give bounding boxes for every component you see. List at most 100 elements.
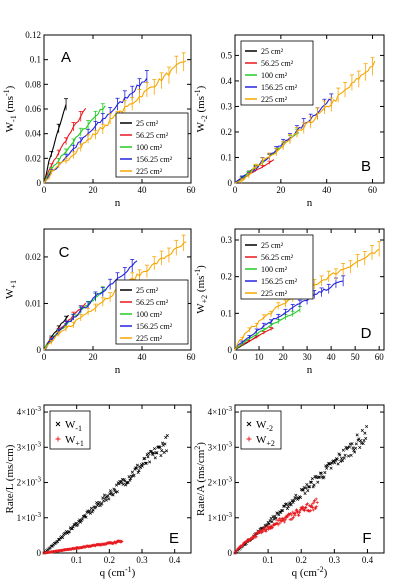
data-point: [132, 473, 136, 477]
x-tick-label: 50: [351, 352, 361, 362]
data-point: [300, 488, 304, 492]
legend-entry: 56.25 cm²: [136, 298, 169, 307]
data-point: [129, 476, 133, 480]
y-tick-label: 0.2: [221, 127, 232, 137]
data-point: [276, 523, 280, 527]
series-line: [43, 104, 67, 184]
data-point: [291, 515, 295, 519]
data-point: [144, 461, 148, 465]
plot-frame: [234, 34, 385, 184]
data-point: [314, 474, 318, 478]
x-tick-label: 0: [233, 185, 238, 195]
data-point: [155, 451, 159, 455]
x-tick-label: 60: [187, 352, 197, 362]
data-point: [154, 451, 158, 455]
data-point: [301, 488, 305, 492]
y-tick-label: 0.1: [221, 152, 232, 162]
legend-entry: W-2: [256, 419, 273, 433]
legend-marker: [55, 436, 61, 442]
y-tick-label: 4×10-3: [17, 405, 42, 417]
data-point: [340, 459, 345, 463]
data-point: [328, 462, 332, 466]
data-point: [332, 459, 336, 463]
series-4: [234, 275, 346, 351]
legend-box: [49, 410, 91, 450]
legend-entry: 100 cm²: [261, 265, 288, 274]
y-axis-label: W-2 (ms-1): [193, 85, 209, 132]
data-point: [325, 466, 329, 470]
x-axis-label: q (cm-1): [100, 565, 136, 579]
data-point: [253, 533, 257, 537]
panel-label: C: [59, 244, 70, 261]
x-tick-label: 60: [368, 185, 378, 195]
data-point: [117, 482, 121, 486]
legend: 25 cm² 56.25 cm² 100 cm² 156.25 cm² 225 cm²: [240, 40, 314, 106]
x-axis-label: n: [307, 364, 313, 376]
x-tick-label: 0.3: [329, 555, 341, 565]
series-2: [233, 497, 319, 555]
data-point: [350, 442, 354, 446]
x-tick-label: 0.1: [71, 555, 82, 565]
legend: 25 cm² 56.25 cm² 100 cm² 156.25 cm² 225 cm²: [240, 234, 314, 300]
legend-entry: 25 cm²: [136, 286, 159, 295]
data-point: [311, 485, 315, 489]
data-point: [76, 522, 80, 526]
y-tick-label: 3×10-3: [17, 440, 42, 452]
y-tick-label: 2×10-3: [208, 476, 233, 488]
data-point: [140, 464, 144, 468]
series-5: [234, 57, 376, 184]
legend: W-1W+1: [49, 410, 91, 450]
data-point: [314, 497, 318, 501]
data-point: [102, 493, 107, 497]
data-point: [364, 436, 368, 440]
y-tick-label: 0.04: [25, 129, 41, 139]
y-axis-label: Rate/L (ms/cm): [4, 444, 16, 513]
series-line: [43, 260, 138, 351]
data-point: [104, 498, 108, 502]
data-point: [113, 488, 117, 492]
data-point: [314, 507, 318, 511]
data-point: [298, 495, 303, 500]
legend-entry: 156.25 cm²: [261, 83, 298, 92]
data-point: [83, 513, 87, 518]
data-point: [282, 520, 286, 524]
data-point: [107, 497, 111, 501]
data-point: [74, 521, 78, 525]
y-tick-label: 0: [228, 178, 233, 188]
y-axis-label: W+1: [4, 280, 18, 299]
data-point: [270, 525, 274, 529]
x-axis-label: n: [115, 197, 121, 209]
legend-entry: 100 cm²: [261, 71, 288, 80]
series-3: [43, 103, 106, 184]
data-point: [137, 469, 141, 473]
data-point: [262, 526, 266, 530]
series-2: [42, 539, 124, 555]
data-point: [245, 540, 249, 544]
data-point: [162, 450, 166, 455]
data-point: [120, 539, 124, 543]
data-point: [108, 489, 113, 493]
x-tick-label: 30: [303, 352, 313, 362]
data-point: [266, 524, 270, 528]
data-point: [315, 501, 319, 505]
panel-e: 0.1 0.2 0.3 0.4 0 1×10-3 2×10-3 3×10-3 4×10-3 q (…: [4, 404, 192, 579]
data-point: [281, 508, 285, 512]
legend-entry: 225 cm²: [261, 289, 288, 298]
y-tick-label: 0.4: [221, 76, 233, 86]
data-point: [160, 441, 165, 445]
data-point: [267, 522, 271, 526]
data-point: [303, 491, 307, 495]
data-point: [100, 501, 104, 505]
y-tick-label: 0.1: [30, 55, 41, 65]
data-point: [358, 445, 362, 450]
data-point: [351, 446, 355, 450]
data-point: [284, 518, 288, 522]
x-tick-label: 20: [276, 185, 286, 195]
data-point: [363, 431, 367, 435]
data-point: [290, 517, 294, 521]
data-point: [108, 492, 112, 496]
legend-entry: 225 cm²: [136, 167, 163, 176]
data-point: [121, 482, 125, 486]
data-point: [134, 466, 138, 470]
panel-c: 0 20 40 60 0 0.01 0.02 n W+1 C 25 cm² 56.25 cm² 100 …: [4, 228, 197, 376]
